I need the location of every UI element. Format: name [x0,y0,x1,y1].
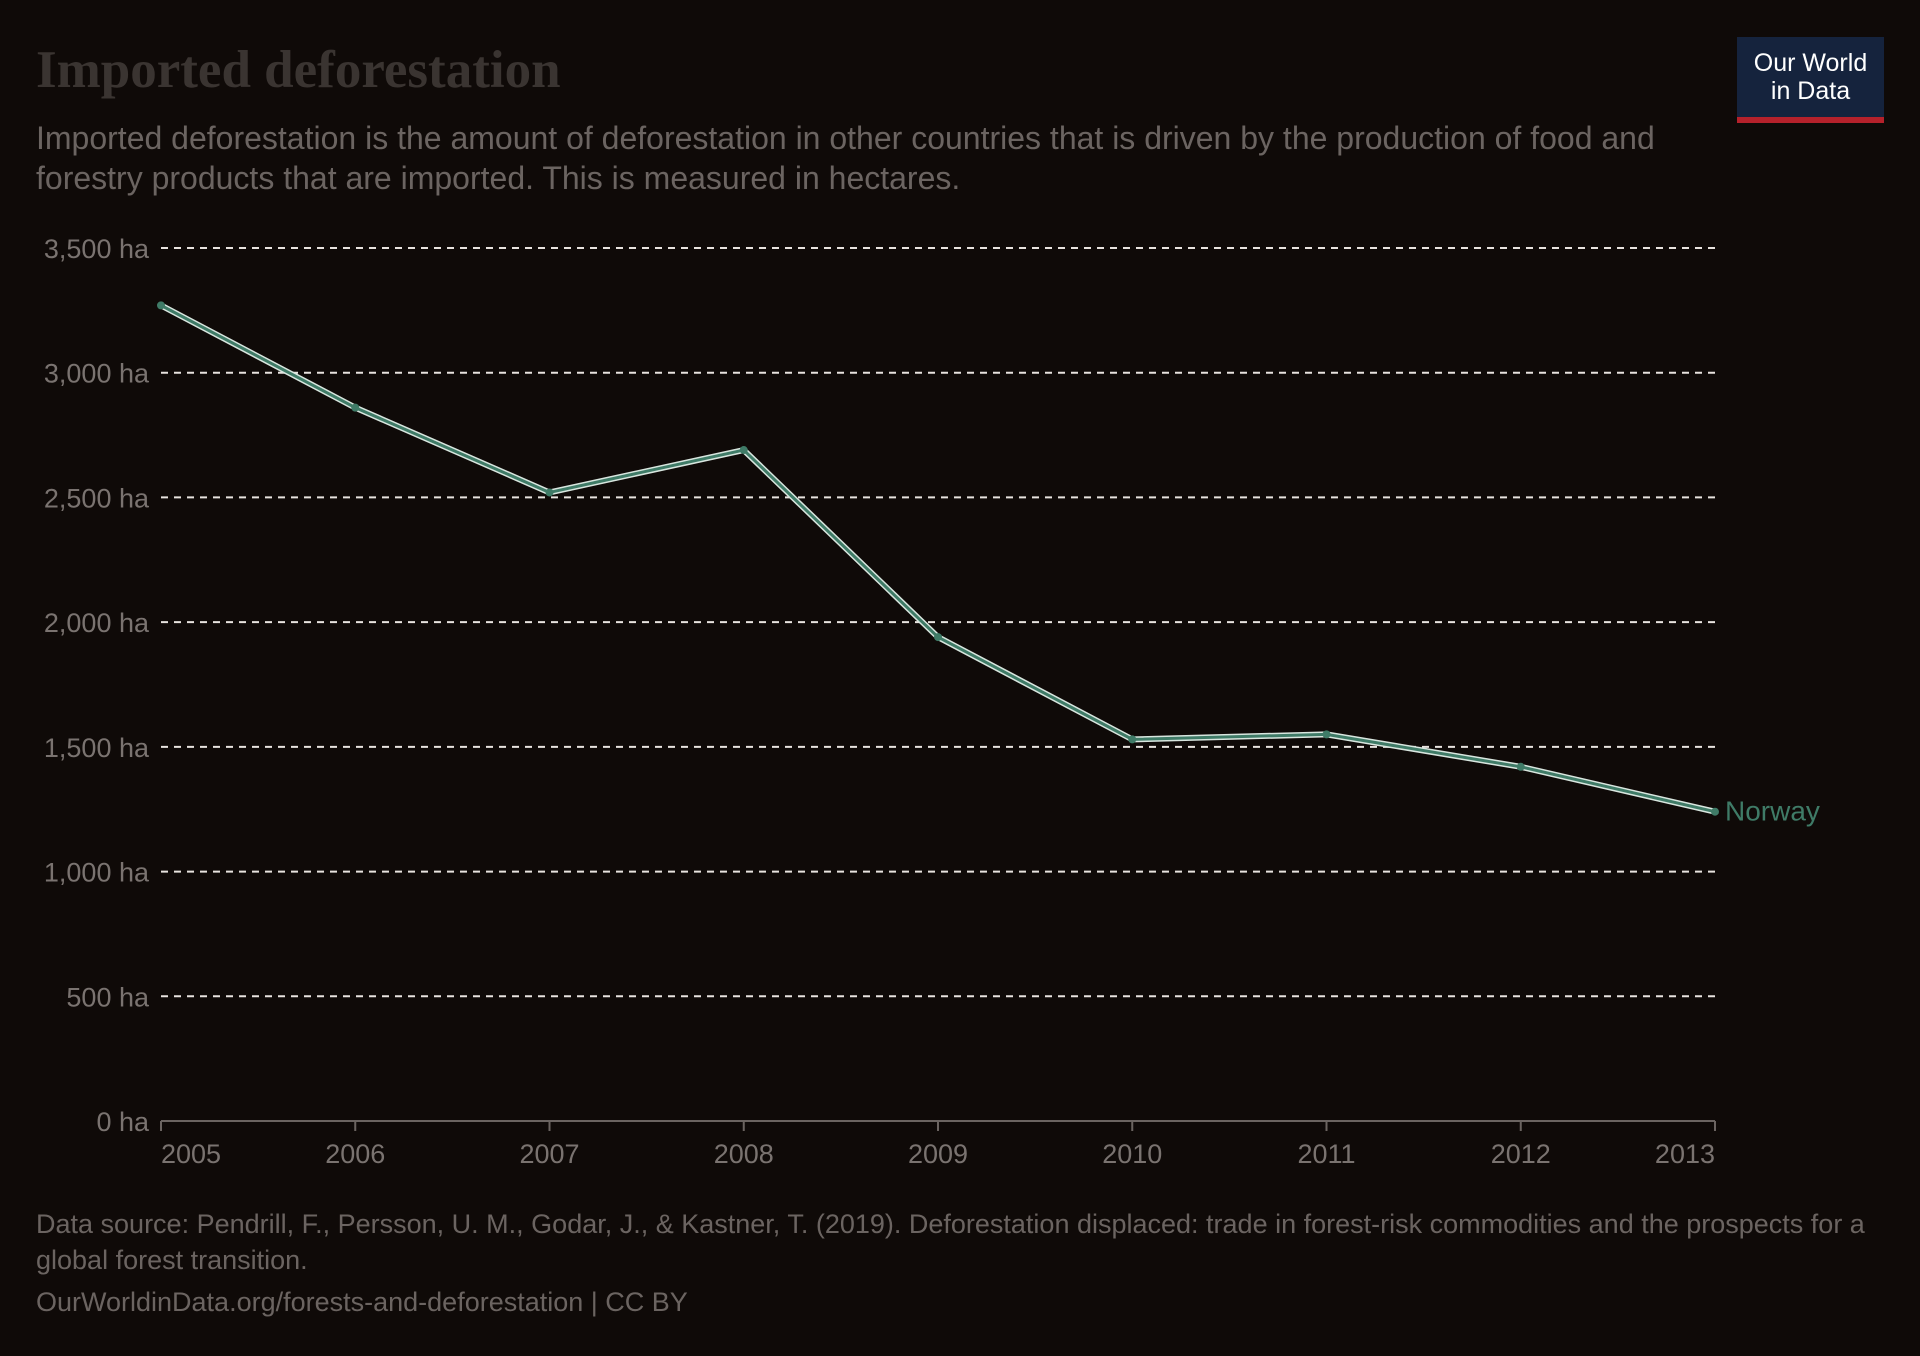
x-tick-label: 2013 [1655,1139,1715,1169]
data-point [1128,735,1137,744]
data-point [351,403,360,412]
label-layer: Norway [1725,796,1820,827]
x-tick-label: 2008 [714,1139,774,1169]
data-point [1516,762,1525,771]
y-tick-label: 0 ha [96,1107,150,1137]
y-tick-label: 3,500 ha [44,234,150,264]
x-tick-label: 2007 [519,1139,579,1169]
series-line-halo [158,302,1718,815]
owid-logo[interactable]: Our World in Data [1737,37,1884,123]
data-point [934,633,942,642]
axis-layer: 0 ha 500 ha 1,000 ha 1,500 ha 2,000 ha 2,500 … [44,234,1716,1169]
data-point [545,488,554,497]
y-tick-label: 1,500 ha [44,733,150,763]
logo-line-1: Our World [1753,49,1868,77]
source-link[interactable]: OurWorldinData.org/forests-and-deforesta… [36,1287,688,1317]
data-point [1322,730,1331,739]
logo-line-2: in Data [1770,77,1851,105]
x-tick-label: 2006 [325,1139,385,1169]
series-layer [157,301,1719,816]
series-label: Norway [1725,796,1820,827]
x-tick-label: 2011 [1297,1139,1355,1169]
data-source: Data source: Pendrill, F., Persson, U. M… [36,1209,1865,1275]
x-tick-label: 2012 [1491,1139,1551,1169]
y-tick-label: 2,000 ha [44,608,150,638]
x-tick-label: 2010 [1102,1139,1162,1169]
x-tick-label: 2005 [161,1139,221,1169]
chart-title: Imported deforestation [36,41,561,99]
y-tick-label: 2,500 ha [44,483,150,513]
chart-subtitle: Imported deforestation is the amount of … [36,120,1655,196]
y-tick-label: 500 ha [66,982,150,1012]
data-point [739,446,748,455]
data-point [1711,807,1719,816]
grid-layer [161,247,1715,998]
y-tick-label: 1,000 ha [44,858,150,888]
y-tick-label: 3,000 ha [44,359,150,389]
series-line [159,303,1717,814]
x-tick-label: 2009 [908,1139,968,1169]
data-point [157,301,165,310]
